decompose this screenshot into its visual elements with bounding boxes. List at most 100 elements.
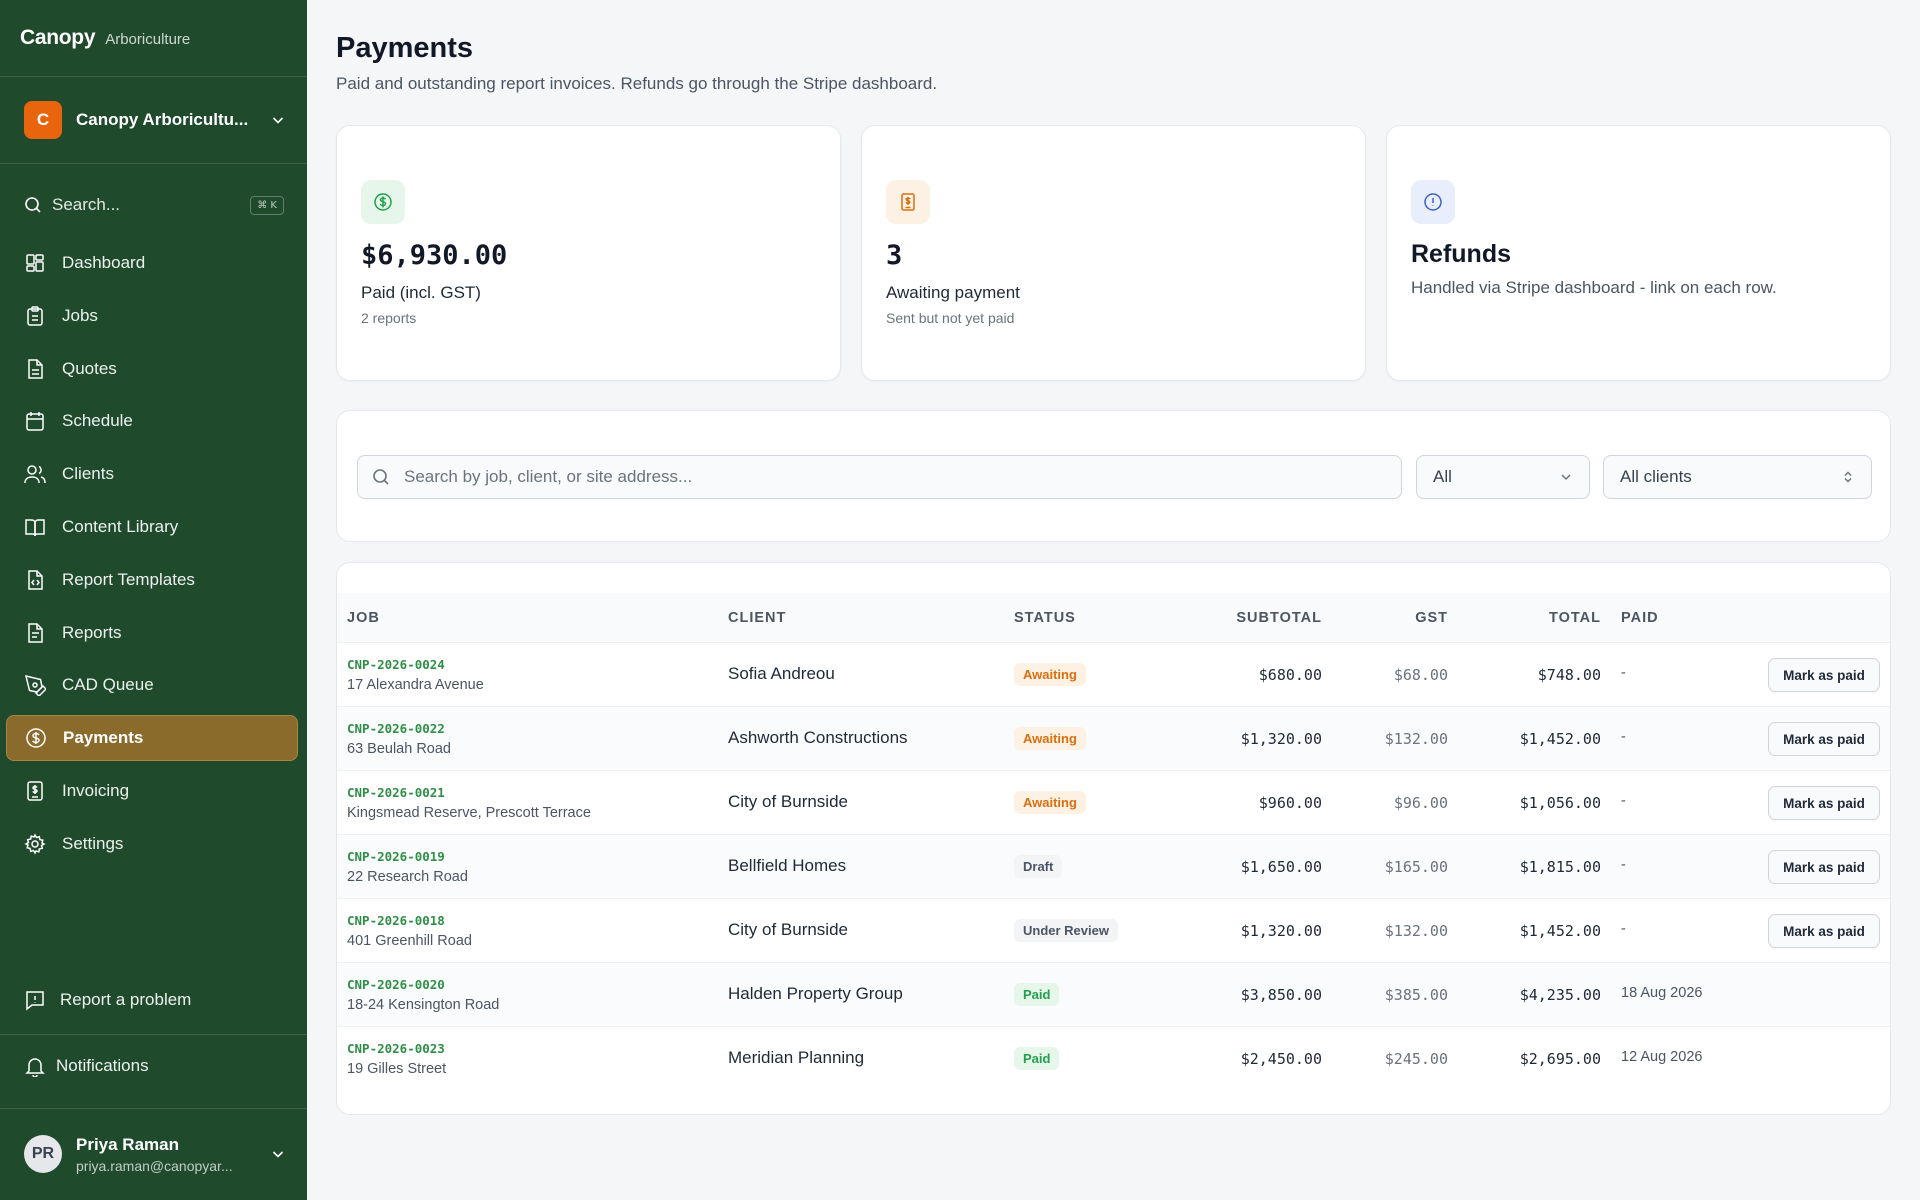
job-id[interactable]: CNP-2026-0022 [347, 721, 445, 736]
gst-value: $96.00 [1393, 794, 1448, 812]
subtotal-value: $2,450.00 [1240, 1050, 1322, 1068]
sidebar-item-payments[interactable]: Payments [6, 715, 298, 762]
client-name: City of Burnside [728, 792, 848, 811]
total-value: $1,452.00 [1519, 730, 1601, 748]
search-input[interactable] [404, 467, 1354, 487]
dashboard-icon [26, 254, 44, 272]
sidebar-item-quotes[interactable]: Quotes [6, 346, 298, 392]
brand[interactable]: Canopy Arboriculture [20, 26, 190, 50]
table-row[interactable]: CNP-2026-0020 18-24 Kensington Road Hald… [337, 963, 1890, 1027]
job-id[interactable]: CNP-2026-0021 [347, 785, 445, 800]
total-value: $1,452.00 [1519, 922, 1601, 940]
status-filter-select[interactable]: All [1416, 455, 1590, 499]
refunds-info-card: Refunds Handled via Stripe dashboard - l… [1386, 125, 1891, 381]
chevron-down-icon [272, 1151, 284, 1158]
mark-as-paid-button[interactable]: Mark as paid [1768, 914, 1880, 948]
column-header-paid[interactable]: PAID [1621, 610, 1659, 626]
search-box[interactable] [357, 455, 1402, 499]
column-header-status[interactable]: STATUS [1014, 610, 1076, 626]
total-value: $1,056.00 [1519, 794, 1601, 812]
awaiting-count-label: Awaiting payment [886, 283, 1020, 302]
column-header-gst[interactable]: GST [1415, 610, 1448, 626]
paid-total-value: $6,930.00 [361, 240, 508, 271]
sidebar-item-label: Quotes [62, 358, 117, 378]
paid-date: 12 Aug 2026 [1621, 1049, 1703, 1065]
search-icon [25, 197, 41, 213]
sidebar-item-reports[interactable]: Reports [6, 610, 298, 656]
chevron-up-down-icon [1844, 471, 1852, 483]
sidebar-item-clients[interactable]: Clients [6, 451, 298, 497]
job-address: 17 Alexandra Avenue [347, 677, 484, 693]
job-id[interactable]: CNP-2026-0024 [347, 657, 445, 672]
calendar-icon [26, 412, 44, 432]
client-name: Ashworth Constructions [728, 728, 908, 747]
gst-value: $132.00 [1384, 922, 1448, 940]
sidebar-item-settings[interactable]: Settings [6, 821, 298, 867]
users-icon [24, 465, 46, 484]
mark-as-paid-button[interactable]: Mark as paid [1768, 850, 1880, 884]
report-problem-button[interactable]: Report a problem [24, 989, 191, 1011]
gst-value: $165.00 [1384, 858, 1448, 876]
job-id[interactable]: CNP-2026-0020 [347, 977, 445, 992]
sidebar-item-report-templates[interactable]: Report Templates [6, 557, 298, 603]
table-row[interactable]: CNP-2026-0023 19 Gilles Street Meridian … [337, 1027, 1890, 1091]
mark-as-paid-button[interactable]: Mark as paid [1768, 722, 1880, 756]
gst-value: $385.00 [1384, 986, 1448, 1004]
user-menu[interactable]: PR Priya Raman priya.raman@canopyar... [24, 1134, 286, 1174]
avatar: PR [24, 1135, 62, 1173]
job-id[interactable]: CNP-2026-0018 [347, 913, 445, 928]
table-row[interactable]: CNP-2026-0024 17 Alexandra Avenue Sofia … [337, 643, 1890, 707]
column-header-client[interactable]: CLIENT [728, 610, 787, 626]
pen-tool-icon [24, 675, 46, 697]
gst-value: $68.00 [1393, 666, 1448, 684]
column-header-total[interactable]: TOTAL [1549, 610, 1601, 626]
job-id[interactable]: CNP-2026-0023 [347, 1041, 445, 1056]
column-header-job[interactable]: JOB [347, 610, 380, 626]
sidebar-item-invoicing[interactable]: Invoicing [6, 768, 298, 814]
column-header-subtotal[interactable]: SUBTOTAL [1236, 610, 1322, 626]
sidebar-item-jobs[interactable]: Jobs [6, 293, 298, 339]
notifications-button[interactable]: Notifications [24, 1055, 149, 1077]
table-row[interactable]: CNP-2026-0019 22 Research Road Bellfield… [337, 835, 1890, 899]
total-value: $748.00 [1537, 666, 1601, 684]
org-switcher[interactable]: C Canopy Arboricultu... [24, 100, 286, 140]
client-filter-select[interactable]: All clients [1603, 455, 1872, 499]
sidebar-item-dashboard[interactable]: Dashboard [6, 240, 298, 286]
info-circle-icon [1424, 193, 1442, 211]
sidebar-item-label: Settings [62, 833, 124, 853]
sidebar-item-content-library[interactable]: Content Library [6, 504, 298, 550]
table-row[interactable]: CNP-2026-0022 63 Beulah Road Ashworth Co… [337, 707, 1890, 771]
sidebar-nav: Dashboard Jobs Quotes Schedule Clients C… [6, 240, 298, 874]
sidebar-item-label: Schedule [62, 411, 133, 431]
sidebar-item-label: CAD Queue [62, 675, 154, 695]
search-label: Search... [52, 195, 121, 214]
brand-name: Canopy [20, 26, 96, 49]
paid-date: - [1621, 857, 1626, 873]
user-email: priya.raman@canopyar... [76, 1157, 233, 1174]
sidebar: Canopy Arboriculture C Canopy Arboricult… [0, 0, 307, 1200]
job-address: 19 Gilles Street [347, 1061, 447, 1077]
sidebar-item-label: Payments [63, 728, 144, 748]
sidebar-search[interactable]: Search... ⌘ K [24, 191, 284, 219]
search-icon [373, 469, 389, 485]
sidebar-item-schedule[interactable]: Schedule [6, 398, 298, 444]
report-icon [28, 622, 43, 643]
user-info: Priya Raman priya.raman@canopyar... [76, 1135, 262, 1174]
mark-as-paid-button[interactable]: Mark as paid [1768, 786, 1880, 820]
table-row[interactable]: CNP-2026-0018 401 Greenhill Road City of… [337, 899, 1890, 963]
job-address: 401 Greenhill Road [347, 933, 472, 949]
refunds-title: Refunds [1411, 240, 1511, 268]
book-icon [25, 519, 45, 537]
subtotal-value: $1,320.00 [1240, 730, 1322, 748]
refunds-icon-wrap [1411, 180, 1455, 224]
job-id[interactable]: CNP-2026-0019 [347, 849, 445, 864]
gst-value: $132.00 [1384, 730, 1448, 748]
filter-bar: All All clients [336, 410, 1891, 542]
job-address: 63 Beulah Road [347, 741, 451, 757]
table-row[interactable]: CNP-2026-0021 Kingsmead Reserve, Prescot… [337, 771, 1890, 835]
alert-message-icon [26, 991, 44, 1011]
mark-as-paid-button[interactable]: Mark as paid [1768, 658, 1880, 692]
divider [0, 163, 307, 164]
file-code-icon [28, 570, 43, 590]
sidebar-item-cad-queue[interactable]: CAD Queue [6, 662, 298, 708]
